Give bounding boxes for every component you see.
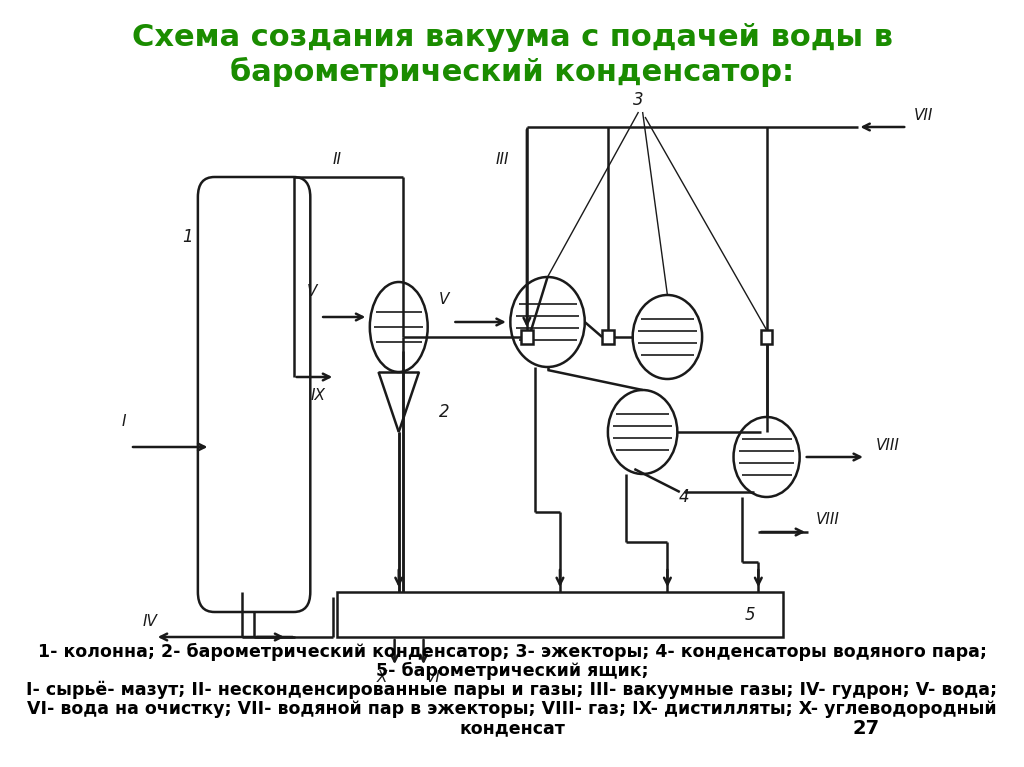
Bar bbox=[602, 330, 613, 344]
Text: 1- колонна; 2- барометрический конденсатор; 3- эжекторы; 4- конденсаторы водяног: 1- колонна; 2- барометрический конденсат… bbox=[38, 643, 986, 661]
Text: 1: 1 bbox=[182, 228, 194, 246]
Text: 5- барометрический ящик;: 5- барометрический ящик; bbox=[376, 662, 648, 680]
Text: III: III bbox=[496, 152, 509, 166]
Text: IX: IX bbox=[311, 387, 326, 403]
Text: VIII: VIII bbox=[816, 512, 840, 528]
Bar bbox=[521, 330, 532, 344]
Text: 5: 5 bbox=[744, 605, 756, 624]
Text: II: II bbox=[332, 152, 341, 166]
Text: V: V bbox=[307, 285, 317, 299]
Text: 27: 27 bbox=[852, 719, 880, 738]
Bar bbox=[761, 330, 772, 344]
Text: VII: VII bbox=[913, 107, 933, 123]
Text: VI: VI bbox=[426, 670, 441, 684]
Text: Схема создания вакуума с подачей воды в: Схема создания вакуума с подачей воды в bbox=[131, 22, 893, 51]
FancyBboxPatch shape bbox=[198, 177, 310, 612]
Text: IV: IV bbox=[142, 614, 158, 630]
Bar bbox=[337, 592, 783, 637]
Text: 4: 4 bbox=[679, 488, 689, 506]
Text: VI- вода на очистку; VII- водяной пар в эжекторы; VIII- газ; IX- дистилляты; X- : VI- вода на очистку; VII- водяной пар в … bbox=[28, 700, 996, 718]
Text: V: V bbox=[439, 292, 450, 308]
Text: X: X bbox=[377, 670, 387, 684]
Text: VIII: VIII bbox=[876, 437, 900, 453]
Text: 3: 3 bbox=[633, 91, 644, 109]
Text: I: I bbox=[122, 414, 126, 430]
Text: барометрический конденсатор:: барометрический конденсатор: bbox=[230, 57, 794, 87]
Text: конденсат: конденсат bbox=[459, 719, 565, 737]
Text: I- сырьё- мазут; II- несконденсированные пары и газы; III- вакуумные газы; IV- г: I- сырьё- мазут; II- несконденсированные… bbox=[27, 681, 997, 699]
Text: 2: 2 bbox=[439, 403, 450, 421]
